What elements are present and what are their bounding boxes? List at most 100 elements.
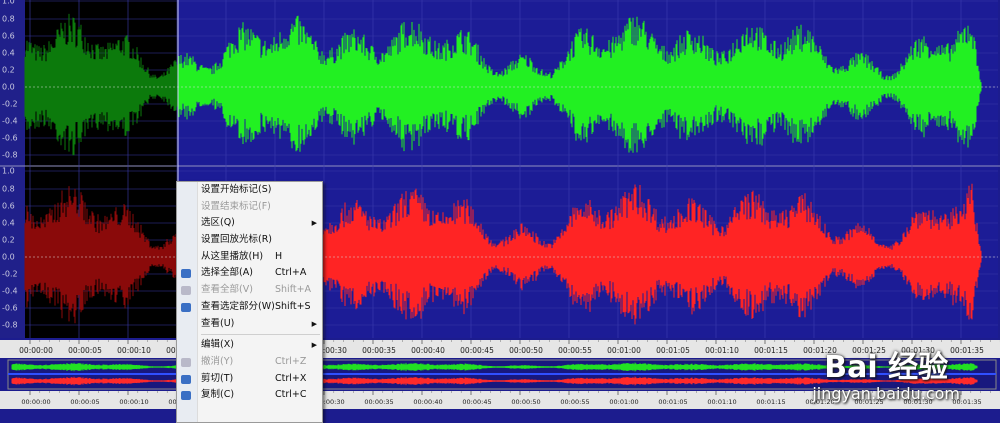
time-label: 00:01:05	[656, 346, 690, 355]
watermark-url: jingyan.baidu.com	[812, 384, 960, 403]
time-label: 00:00:45	[462, 398, 491, 406]
time-label: 00:00:00	[21, 398, 50, 406]
y-axis-label: -0.6	[2, 134, 18, 143]
submenu-arrow: ▶	[311, 219, 317, 228]
y-axis-label: -0.4	[2, 117, 18, 126]
time-label: 00:01:15	[754, 346, 788, 355]
menu-separator	[201, 334, 320, 336]
y-axis-label: -0.6	[2, 304, 18, 313]
menu-item[interactable]: 选区(Q) ▶	[177, 215, 322, 232]
time-label: 00:00:30	[315, 398, 344, 406]
menu-label: 查看(U)	[201, 317, 235, 329]
menu-icon	[181, 357, 191, 367]
menu-item: 设置结束标记(F)	[177, 199, 322, 216]
menu-shortcut: Shift+A	[275, 284, 312, 296]
menu-label: 撤消(Y)	[201, 355, 234, 367]
time-label: 00:00:55	[558, 346, 592, 355]
y-axis-label: 0.2	[2, 66, 15, 75]
menu-label: 选区(Q)	[201, 217, 235, 229]
y-axis-label: 0.8	[2, 15, 15, 24]
y-axis-label: 0.0	[2, 83, 15, 92]
menu-label: 设置结束标记(F)	[201, 200, 271, 212]
menu-item[interactable]: 编辑(X) ▶	[177, 337, 322, 354]
menu-item: 查看全部(V) Shift+A	[177, 282, 322, 299]
time-label: 00:01:25	[852, 346, 886, 355]
time-label: 00:01:30	[903, 398, 932, 406]
time-label: 00:01:00	[607, 346, 641, 355]
menu-label: 复制(C)	[201, 389, 235, 401]
menu-label: 查看全部(V)	[201, 284, 253, 296]
menu-shortcut: Ctrl+Z	[275, 355, 307, 367]
brand-cn: 经验	[888, 350, 949, 385]
time-label: 00:00:50	[511, 398, 540, 406]
context-menu: 设置开始标记(S) 设置结束标记(F) 选区(Q) ▶ 设置回放光标(R) 从这里播放(H…	[176, 181, 323, 423]
menu-shortcut: Ctrl+C	[275, 389, 307, 401]
submenu-arrow: ▶	[311, 319, 317, 328]
y-axis-label: 0.6	[2, 32, 15, 41]
y-axis-label: 0.6	[2, 202, 15, 211]
menu-icon	[181, 286, 191, 296]
menu-item[interactable]: 查看(U) ▶	[177, 316, 322, 333]
time-label: 00:01:00	[609, 398, 638, 406]
menu-item[interactable]: 查看选定部分(W) Shift+S	[177, 299, 322, 316]
menu-icon	[181, 302, 191, 312]
time-label: 00:01:25	[854, 398, 883, 406]
y-axis-label: 1.0	[2, 0, 15, 6]
menu-item[interactable]: 选择全部(A) Ctrl+A	[177, 265, 322, 282]
menu-item[interactable]: 设置开始标记(S)	[177, 182, 322, 199]
menu-label: 从这里播放(H)	[201, 250, 264, 262]
menu-label: 选择全部(A)	[201, 267, 253, 279]
time-label: 00:01:35	[952, 398, 981, 406]
menu-label: 编辑(X)	[201, 339, 234, 351]
time-label: 00:00:55	[560, 398, 589, 406]
menu-icon	[181, 269, 191, 279]
y-axis-label: 0.0	[2, 253, 15, 262]
y-axis-label: 0.2	[2, 236, 15, 245]
watermark-logo: Bai 经验	[812, 352, 960, 384]
time-label: 00:01:10	[707, 398, 736, 406]
time-label: 00:01:20	[803, 346, 837, 355]
menu-label: 设置开始标记(S)	[201, 184, 272, 195]
menu-label: 剪切(T)	[201, 372, 234, 384]
time-label: 00:01:05	[658, 398, 687, 406]
menu-icon	[181, 391, 191, 401]
time-label: 00:00:35	[362, 346, 396, 355]
time-label: 00:00:10	[117, 346, 151, 355]
menu-icon	[181, 374, 191, 384]
time-label: 00:00:40	[413, 398, 442, 406]
time-label: 00:01:30	[901, 346, 935, 355]
y-axis-label: 0.8	[2, 185, 15, 194]
time-label: 00:01:15	[756, 398, 785, 406]
menu-label: 设置回放光标(R)	[201, 234, 273, 246]
time-label: 00:00:10	[119, 398, 148, 406]
y-axis-label: -0.4	[2, 287, 18, 296]
label-strip	[0, 0, 25, 338]
time-label: 00:00:40	[411, 346, 445, 355]
y-axis-label: -0.8	[2, 151, 18, 160]
watermark: Bai 经验 jingyan.baidu.com	[812, 352, 960, 404]
brand: Bai	[824, 350, 878, 385]
y-axis-label: 0.4	[2, 49, 15, 58]
menu-item[interactable]: 剪切(T) Ctrl+X	[177, 371, 322, 388]
menu-shortcut: H	[275, 250, 283, 262]
menu-shortcut: Shift+S	[275, 300, 311, 312]
y-axis-label: -0.2	[2, 270, 18, 279]
time-label: 00:01:20	[805, 398, 834, 406]
time-label: 00:00:35	[364, 398, 393, 406]
menu-item: 撤消(Y) Ctrl+Z	[177, 354, 322, 371]
y-axis-label: -0.2	[2, 100, 18, 109]
time-label: 00:00:05	[70, 398, 99, 406]
menu-item[interactable]: 从这里播放(H) H	[177, 249, 322, 266]
submenu-arrow: ▶	[311, 341, 317, 350]
menu-shortcut: Ctrl+A	[275, 267, 307, 279]
menu-item[interactable]: 设置回放光标(R)	[177, 232, 322, 249]
time-label: 00:01:10	[705, 346, 739, 355]
menu-item[interactable]: 复制(C) Ctrl+C	[177, 387, 322, 404]
y-axis-label: 1.0	[2, 167, 15, 176]
y-axis-label: -0.8	[2, 321, 18, 330]
time-label: 00:00:45	[460, 346, 494, 355]
time-label: 00:00:05	[68, 346, 102, 355]
y-axis-label: 0.4	[2, 219, 15, 228]
menu-shortcut: Ctrl+X	[275, 372, 307, 384]
